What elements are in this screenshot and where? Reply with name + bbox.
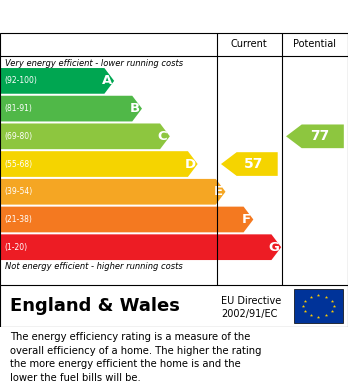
Text: D: D bbox=[185, 158, 196, 170]
Text: (21-38): (21-38) bbox=[4, 215, 32, 224]
Text: Energy Efficiency Rating: Energy Efficiency Rating bbox=[10, 9, 220, 24]
Polygon shape bbox=[286, 124, 344, 148]
Polygon shape bbox=[0, 179, 226, 204]
Text: 2002/91/EC: 2002/91/EC bbox=[221, 308, 277, 319]
Polygon shape bbox=[0, 206, 253, 232]
Polygon shape bbox=[0, 124, 170, 149]
Text: Very energy efficient - lower running costs: Very energy efficient - lower running co… bbox=[5, 59, 183, 68]
Text: Current: Current bbox=[231, 39, 268, 49]
Text: F: F bbox=[242, 213, 251, 226]
Polygon shape bbox=[0, 151, 198, 177]
FancyBboxPatch shape bbox=[294, 289, 343, 323]
Polygon shape bbox=[221, 152, 278, 176]
Text: 77: 77 bbox=[310, 129, 329, 143]
Polygon shape bbox=[0, 68, 114, 94]
Text: E: E bbox=[214, 185, 223, 198]
Text: (39-54): (39-54) bbox=[4, 187, 32, 196]
Text: 57: 57 bbox=[244, 157, 264, 171]
Polygon shape bbox=[0, 234, 281, 260]
Text: Not energy efficient - higher running costs: Not energy efficient - higher running co… bbox=[5, 262, 183, 271]
Text: B: B bbox=[129, 102, 140, 115]
Text: EU Directive: EU Directive bbox=[221, 296, 281, 306]
Text: (1-20): (1-20) bbox=[4, 243, 27, 252]
Text: C: C bbox=[158, 130, 167, 143]
Polygon shape bbox=[0, 96, 142, 122]
Text: England & Wales: England & Wales bbox=[10, 297, 180, 315]
Text: Potential: Potential bbox=[293, 39, 337, 49]
Text: (81-91): (81-91) bbox=[4, 104, 32, 113]
Text: (69-80): (69-80) bbox=[4, 132, 32, 141]
Text: (92-100): (92-100) bbox=[4, 76, 37, 85]
Text: A: A bbox=[102, 74, 112, 87]
Text: (55-68): (55-68) bbox=[4, 160, 32, 169]
Text: G: G bbox=[268, 241, 279, 254]
Text: The energy efficiency rating is a measure of the
overall efficiency of a home. T: The energy efficiency rating is a measur… bbox=[10, 332, 262, 383]
